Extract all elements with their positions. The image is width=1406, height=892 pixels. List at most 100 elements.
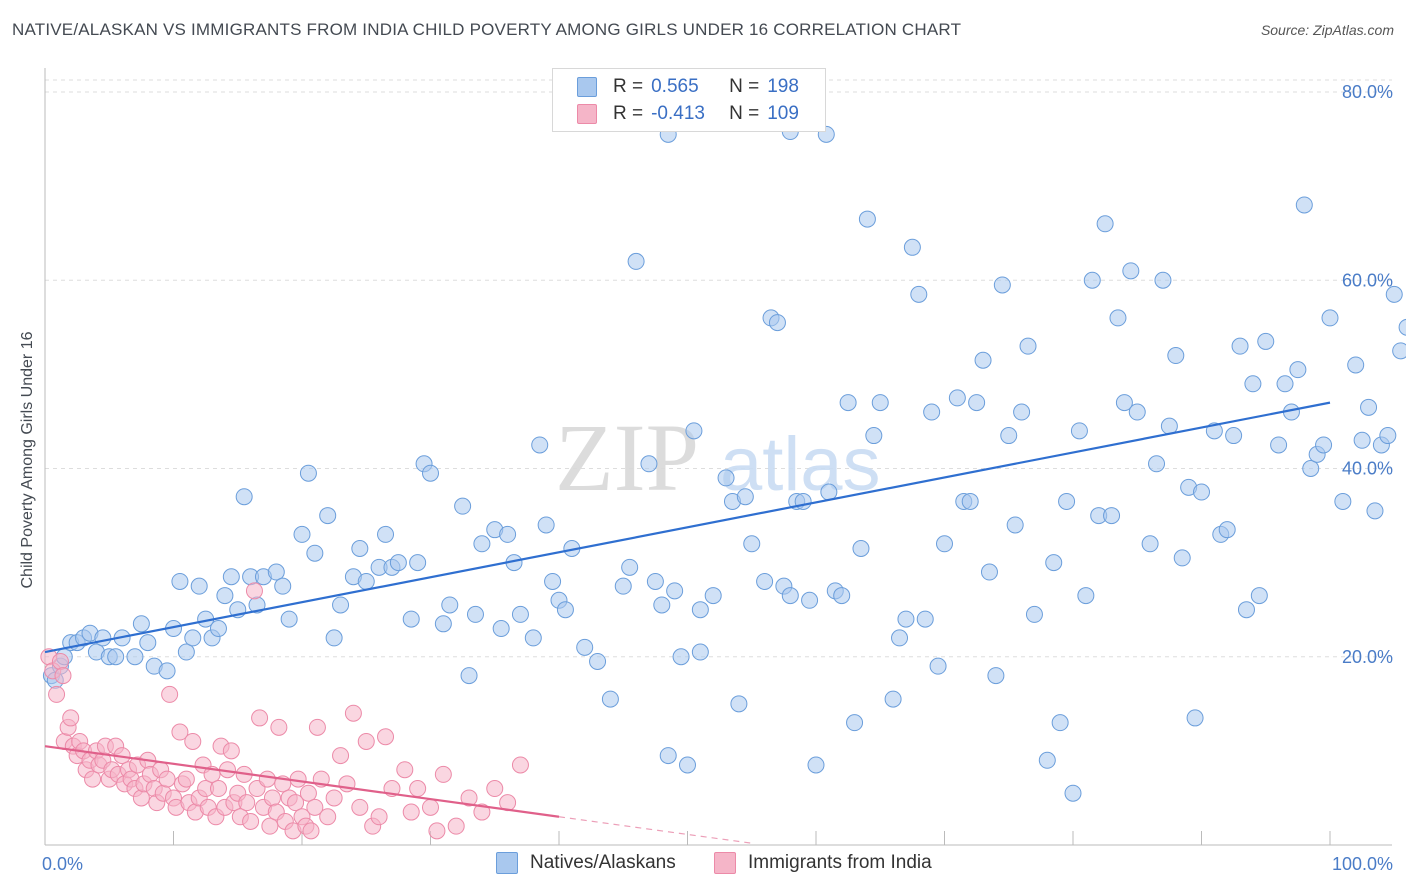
data-point-natives [1244,375,1262,393]
data-point-natives [94,629,112,647]
data-point-natives [422,464,439,482]
data-point-natives [377,525,395,543]
correlation-legend: R = 0.565 N = 198 R = -0.413 N = 109 [552,68,826,132]
data-point-india [473,803,491,821]
data-point-natives [974,351,992,369]
data-point-natives [306,544,324,562]
data-point-natives [666,582,684,600]
data-point-natives [319,507,337,525]
trend-line-natives [44,401,1331,654]
data-point-natives [1006,516,1024,534]
tick-labels: 20.0% 40.0% 60.0% 80.0% 0.0% 100.0% [42,82,1393,874]
data-point-india [238,794,256,812]
data-point-india [62,709,80,727]
data-point-natives [1366,502,1384,520]
data-point-natives [556,601,574,619]
data-point-natives [1186,709,1204,727]
data-point-natives [454,497,472,515]
data-point-natives [544,572,562,590]
data-point-india [54,667,72,685]
data-point-natives [576,638,594,656]
data-point-natives [627,252,645,270]
data-point-india [184,732,202,750]
data-point-natives [1115,394,1133,412]
data-point-india [460,789,478,807]
x-tick-label: 0.0% [42,854,83,874]
data-point-natives [948,389,966,407]
legend-row-india: R = -0.413 N = 109 [577,100,799,128]
data-point-natives [402,610,420,628]
data-point-natives [1276,375,1294,393]
data-point-natives [1038,751,1056,769]
data-point-natives [897,610,915,628]
data-point-natives [781,587,799,605]
data-point-natives [132,615,150,633]
data-point-india [377,728,395,746]
data-point-natives [691,601,709,619]
data-point-natives [1193,483,1210,501]
data-point-natives [1173,549,1191,567]
legend-swatch-pink [577,104,597,124]
data-point-india [51,652,69,670]
data-point-natives [717,469,735,487]
data-point-india [447,817,465,835]
data-point-natives [923,403,941,421]
source-label: Source: ZipAtlas.com [1260,22,1394,38]
data-point-natives [531,436,549,454]
data-point-natives [1096,215,1114,233]
legend-row-natives: R = 0.565 N = 198 [577,73,799,101]
data-point-natives [434,615,452,633]
data-point-natives [614,577,632,595]
data-point-natives [1103,507,1121,525]
data-point-natives [389,554,407,572]
data-point-natives [1154,271,1172,289]
watermark: ZIP atlas [555,404,881,511]
data-point-natives [107,648,125,666]
data-point-india [161,685,179,703]
bottom-legend-swatch-pink [714,852,736,874]
data-point-natives [280,610,298,628]
data-point-india [306,798,324,816]
data-point-natives [1379,427,1397,445]
data-point-natives [511,605,529,623]
data-point-natives [858,210,876,228]
data-point-natives [871,394,889,412]
data-point-natives [1360,398,1378,416]
data-point-natives [1289,361,1307,379]
data-point-natives [409,554,427,572]
trend-lines [44,401,1331,844]
data-point-natives [1064,784,1082,802]
data-point-natives [1083,271,1101,289]
data-point-natives [460,667,478,685]
bottom-legend-label: Natives/Alaskans [530,852,676,873]
data-point-india [299,784,317,802]
data-point-india [486,780,504,798]
y-tick-label: 80.0% [1342,82,1393,102]
bottom-legend-swatch-blue [496,852,518,874]
data-point-natives [801,591,819,609]
data-point-india [48,685,66,703]
legend-n-label: N = [729,103,760,124]
data-point-natives [601,690,619,708]
data-point-india [258,770,276,788]
data-point-natives [980,563,998,581]
data-point-india [242,812,260,830]
data-point-natives [1045,554,1063,572]
data-point-natives [216,587,234,605]
axes [44,68,1392,846]
data-point-natives [1077,587,1095,605]
data-point-natives [1070,422,1088,440]
y-tick-label: 40.0% [1342,459,1393,479]
data-point-india [332,747,350,765]
data-point-natives [1109,309,1127,327]
data-point-natives [743,535,761,553]
data-point-natives [1321,309,1339,327]
data-point-india [319,808,337,826]
y-tick-label: 60.0% [1342,270,1393,290]
data-point-natives [987,667,1005,685]
legend-r-label: R = [613,76,644,97]
data-point-natives [672,648,690,666]
data-point-natives [884,690,902,708]
data-point-natives [846,714,864,732]
